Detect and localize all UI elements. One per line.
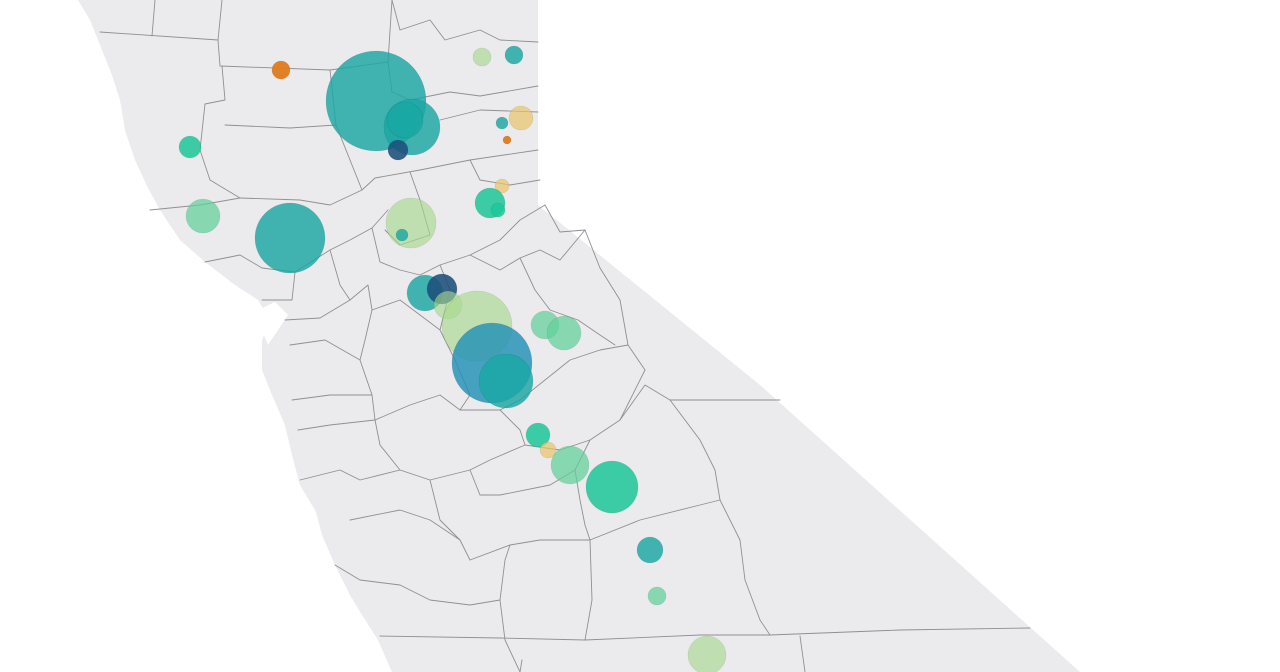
reservoir-bubble-butte-navy[interactable] (387, 139, 409, 161)
bay-area-water (258, 302, 288, 345)
reservoir-bubble-lake-mint[interactable] (185, 198, 221, 234)
reservoir-bubble-sierra-gold[interactable] (508, 105, 534, 131)
reservoir-bubble-mendocino-green[interactable] (178, 135, 202, 159)
reservoir-bubble-folsom-lightgreen[interactable] (385, 197, 437, 249)
reservoir-bubble-sierra-orange[interactable] (502, 135, 512, 145)
reservoir-bubble-kaweah-teal[interactable] (636, 536, 664, 564)
reservoir-bubble-folsom-dark[interactable] (395, 228, 409, 242)
reservoir-bubble-sierra-small-teal[interactable] (495, 116, 509, 130)
reservoir-bubble-madera-teal[interactable] (525, 422, 551, 448)
reservoir-bubble-madera-gold[interactable] (539, 441, 557, 459)
reservoir-bubble-success-mint[interactable] (647, 586, 667, 606)
reservoir-bubble-plumas-lightgreen[interactable] (472, 47, 492, 67)
reservoir-bubble-trinity-orange[interactable] (271, 60, 291, 80)
reservoir-bubble-millerton-mint[interactable] (550, 445, 590, 485)
reservoir-bubble-eldorado-gold[interactable] (494, 178, 510, 194)
reservoir-bubble-plumas-teal[interactable] (504, 45, 524, 65)
reservoir-bubble-berryessa-teal[interactable] (254, 202, 326, 274)
reservoir-bubble-mcclure-teal[interactable] (478, 353, 534, 409)
reservoir-bubble-oroville-dark[interactable] (386, 101, 424, 139)
reservoir-bubble-tuolumne-mint-b[interactable] (546, 315, 582, 351)
reservoir-bubble-eldorado-small[interactable] (490, 202, 506, 218)
reservoir-bubbles (178, 45, 727, 672)
reservoir-bubble-isabella-lightgreen[interactable] (687, 635, 727, 672)
reservoir-bubble-pineflat-green[interactable] (585, 460, 639, 514)
